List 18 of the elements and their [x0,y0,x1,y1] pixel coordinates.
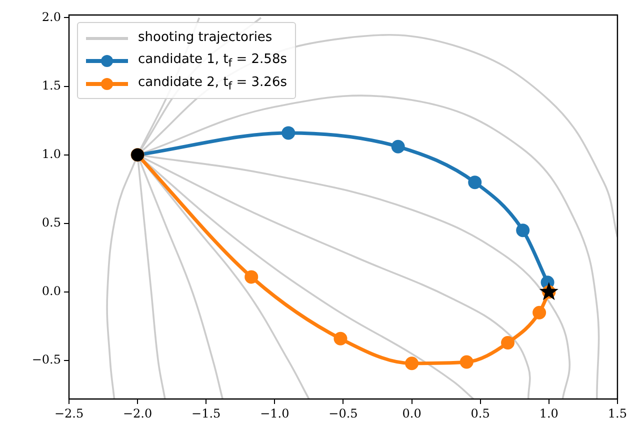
legend-label: candidate 2, t$_{f}$ = 3.26s [138,74,287,92]
x-tick-label: 0.0 [402,406,422,420]
x-tick-label: −0.5 [328,406,358,420]
x-tick-label: 1.0 [539,406,558,420]
x-tick-label: −1.5 [192,406,221,420]
x-tick-label: 1.5 [608,406,628,420]
y-tick-label: 0.0 [42,284,61,298]
y-tick-label: 1.0 [42,147,61,162]
y-tick-label: 2.0 [42,10,61,24]
y-tick-label: −0.5 [32,352,61,367]
y-tick-label: 0.5 [42,216,61,230]
x-tick-label: −2.5 [54,406,84,420]
legend-label: candidate 1, t$_{f}$ = 2.58s [138,52,287,70]
x-tick-label: −2.0 [122,406,152,420]
x-tick-label: 0.5 [470,406,490,420]
y-tick-label: 1.5 [42,78,61,92]
legend-label: shooting trajectories [138,30,272,45]
x-tick-label: −1.0 [260,406,290,420]
